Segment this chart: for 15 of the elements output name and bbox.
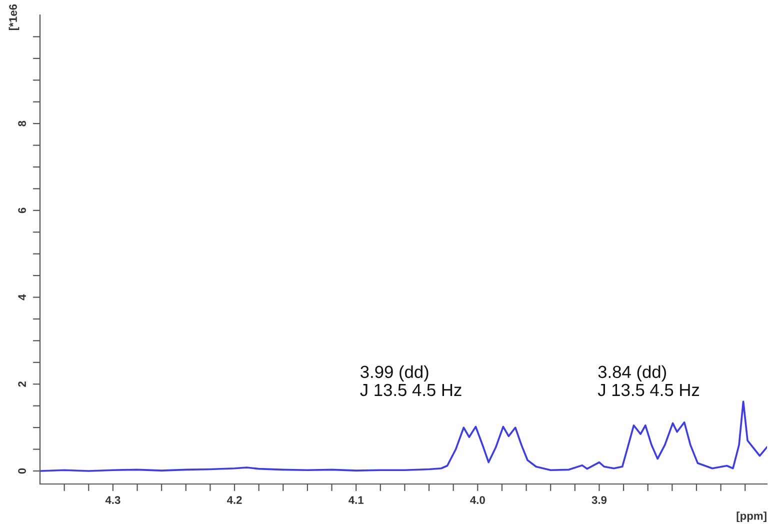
annotation: 3.99 (dd) J 13.5 4.5 Hz <box>360 365 462 396</box>
x-tick-label: 4.3 <box>105 496 120 504</box>
y-tick-label: 6 <box>18 208 26 214</box>
x-tick-label: 4.0 <box>470 496 485 504</box>
x-tick-label: 4.2 <box>226 496 242 504</box>
y-tick-label: 0 <box>18 468 26 474</box>
y-tick-label: 8 <box>18 120 26 126</box>
x-tick-label: 4.1 <box>348 496 364 504</box>
y-axis-title: [*1e6 <box>8 4 20 30</box>
y-tick-label: 4 <box>18 294 26 300</box>
y-tick-label: 2 <box>18 381 26 387</box>
annotation: 3.84 (dd) J 13.5 4.5 Hz <box>598 365 700 396</box>
x-axis-title: [ppm] <box>736 512 766 522</box>
line-series <box>40 400 767 472</box>
x-tick-label: 3.9 <box>592 496 607 504</box>
